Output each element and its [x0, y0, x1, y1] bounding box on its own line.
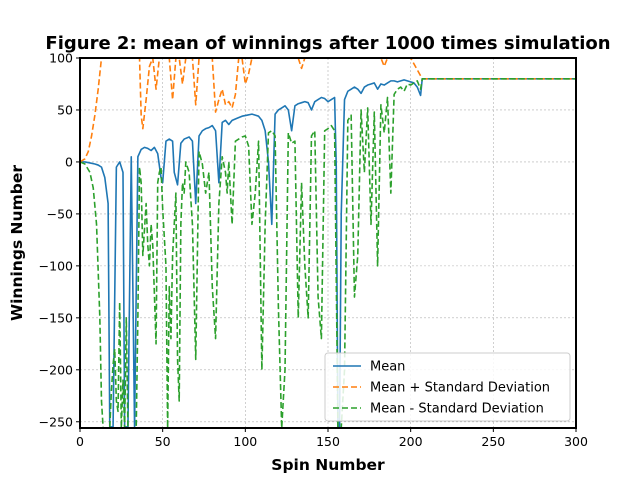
series-line-mean-standard-deviation [80, 58, 576, 163]
y-axis-label: Winnings Number [8, 165, 26, 321]
series-layer [80, 58, 576, 428]
x-tick-label: 300 [564, 434, 588, 449]
legend-label: Mean [370, 360, 405, 375]
x-tick-label: 0 [76, 434, 84, 449]
x-tick-label: 50 [155, 434, 171, 449]
legend-box [324, 352, 571, 422]
x-tick-label: 100 [233, 434, 257, 449]
chart-title: Figure 2: mean of winnings after 1000 ti… [45, 33, 610, 54]
y-tick-label: −100 [39, 258, 73, 273]
y-tick-label: −250 [39, 414, 73, 429]
legend: Mean Mean + Standard Deviation Mean - Stan… [324, 352, 571, 422]
axis-ticks: 0 50 100 150 200 250 300 100 50 0 −50 −100 −150 −200 −… [39, 51, 588, 450]
legend-label: Mean - Standard Deviation [370, 402, 544, 417]
x-tick-label: 150 [316, 434, 340, 449]
x-tick-label: 200 [399, 434, 423, 449]
x-tick-label: 250 [481, 434, 505, 449]
y-tick-label: −50 [47, 206, 73, 221]
legend-label: Mean + Standard Deviation [370, 381, 550, 396]
y-tick-label: 100 [49, 51, 73, 66]
y-tick-label: 0 [65, 154, 73, 169]
x-axis-label: Spin Number [271, 456, 385, 474]
series-line-mean [80, 77, 576, 428]
y-tick-label: −150 [39, 310, 73, 325]
y-tick-label: −200 [39, 362, 73, 377]
series-line-mean-standard-deviation [80, 77, 576, 428]
y-tick-label: 50 [57, 102, 73, 117]
